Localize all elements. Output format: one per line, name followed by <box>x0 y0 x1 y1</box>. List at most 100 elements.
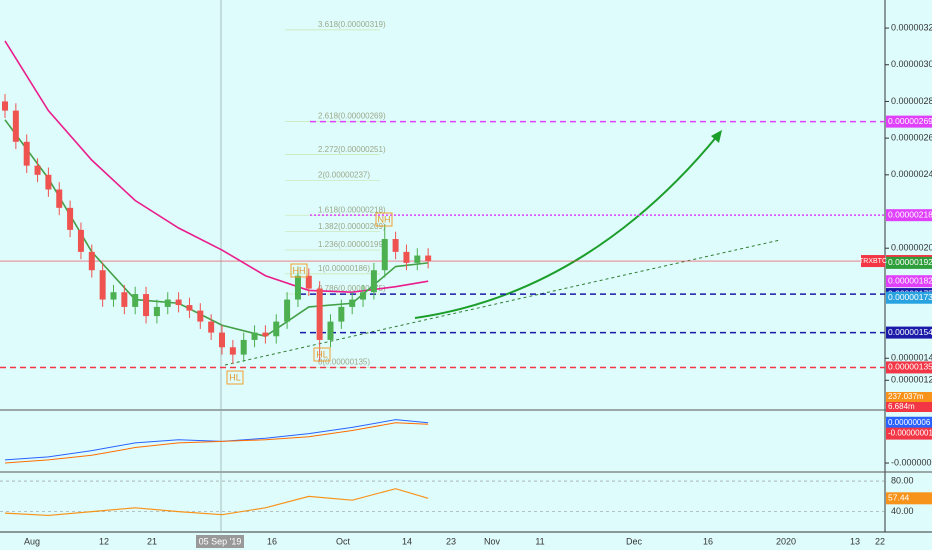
candle-body <box>370 270 377 293</box>
rsi-line <box>4 488 429 517</box>
price-badge-label: 0.00000269 <box>888 116 932 126</box>
candle-body <box>153 306 160 317</box>
x-tick-label: 23 <box>446 536 456 546</box>
candle-body <box>99 270 106 300</box>
y-tick-label: 0.00000128 <box>891 375 932 385</box>
crosshair-label: 05 Sep '19 <box>199 536 242 546</box>
macd-badge-label: 0.00000006 <box>888 418 931 427</box>
price-badge-label: 0.00000173 <box>888 292 932 302</box>
projection-arrow <box>414 134 719 319</box>
x-tick-label: 13 <box>850 536 860 546</box>
macd-line <box>4 422 429 464</box>
annotation-box <box>313 347 331 362</box>
candle-body <box>56 189 63 208</box>
price-badge <box>886 291 932 304</box>
candle-body <box>273 321 280 337</box>
x-tick-label: 2020 <box>776 536 796 546</box>
annotation: HL <box>316 349 328 359</box>
candle-body <box>305 275 312 289</box>
candle-body <box>392 239 399 252</box>
candle-body <box>229 347 236 355</box>
x-tick-label: Nov <box>484 536 501 546</box>
candle-body <box>175 299 182 306</box>
arrow-head <box>711 130 722 143</box>
price-badge-label: 0.00000218 <box>888 209 932 219</box>
candle-body <box>208 321 215 333</box>
candle-body <box>164 299 171 307</box>
candle-body <box>2 101 8 111</box>
candle-body <box>121 292 128 307</box>
price-badge <box>886 115 932 128</box>
annotation: HH <box>293 265 306 275</box>
candle-body <box>132 294 139 307</box>
candle-body <box>251 332 258 340</box>
fib-label: 1.382(0.00000209) <box>318 222 386 231</box>
x-tick-label: 11 <box>535 536 544 546</box>
candle-body <box>262 332 269 337</box>
rsi-badge-label: 57.44 <box>888 493 910 503</box>
y-tick-label: -0.00000020 <box>891 457 932 467</box>
volume-badge-label: 6.684m <box>888 402 915 411</box>
rsi-badge <box>886 492 932 505</box>
x-tick-label: 16 <box>267 536 277 546</box>
price-badge <box>886 209 932 222</box>
candle-body <box>23 141 30 166</box>
price-badge <box>886 256 932 269</box>
candle-body <box>12 110 19 142</box>
volume-badge <box>886 402 932 412</box>
fib-label: 1(0.00000186) <box>318 264 370 273</box>
price-badge-label: 0.00000154 <box>888 327 932 337</box>
price-badge <box>886 275 932 288</box>
crosshair-label-box <box>196 535 244 548</box>
annotation: HL <box>229 372 241 382</box>
fib-label: 2(0.00000237) <box>318 170 370 179</box>
fib-label: 2.272(0.00000251) <box>318 145 386 154</box>
symbol-badge <box>861 255 885 268</box>
fib-label: 3.618(0.00000319) <box>318 20 386 29</box>
candle-body <box>45 174 52 190</box>
macd-badge-label: -0.00000001 <box>888 429 932 438</box>
candle-body <box>403 251 410 263</box>
candle-body <box>67 207 74 230</box>
price-badge <box>886 361 932 374</box>
x-tick-label: Aug <box>24 536 40 546</box>
x-tick-label: 12 <box>99 536 109 546</box>
candle-body <box>143 294 150 317</box>
price-badge-label: 0.00000182 <box>888 275 932 285</box>
volume-badge <box>886 392 932 402</box>
x-tick-label: Dec <box>626 536 643 546</box>
fib-label: 1.236(0.00000199) <box>318 240 386 249</box>
candle-body <box>425 255 432 262</box>
moving-average <box>4 119 429 338</box>
x-tick-label: 21 <box>147 536 157 546</box>
volume-badge-label: 237.037m <box>888 392 924 401</box>
x-tick-label: 22 <box>875 536 885 546</box>
candle-body <box>197 310 204 322</box>
x-tick-label: 16 <box>703 536 713 546</box>
y-tick-label: 80.00 <box>891 475 914 485</box>
price-badge <box>886 326 932 339</box>
annotation-box <box>290 263 308 278</box>
price-badge-label: 0.00000135 <box>888 362 932 372</box>
candle-body <box>240 339 247 355</box>
candle-body <box>219 332 225 348</box>
candle-body <box>284 299 291 322</box>
macd-badge <box>886 416 932 429</box>
candle-body <box>381 239 388 271</box>
y-tick-label: 40.00 <box>891 506 914 516</box>
candle-body <box>110 292 117 300</box>
annotation: NH <box>378 214 391 224</box>
candle-body <box>360 292 367 300</box>
candle-body <box>88 251 95 271</box>
candle-body <box>349 299 356 307</box>
candle-body <box>186 305 193 311</box>
